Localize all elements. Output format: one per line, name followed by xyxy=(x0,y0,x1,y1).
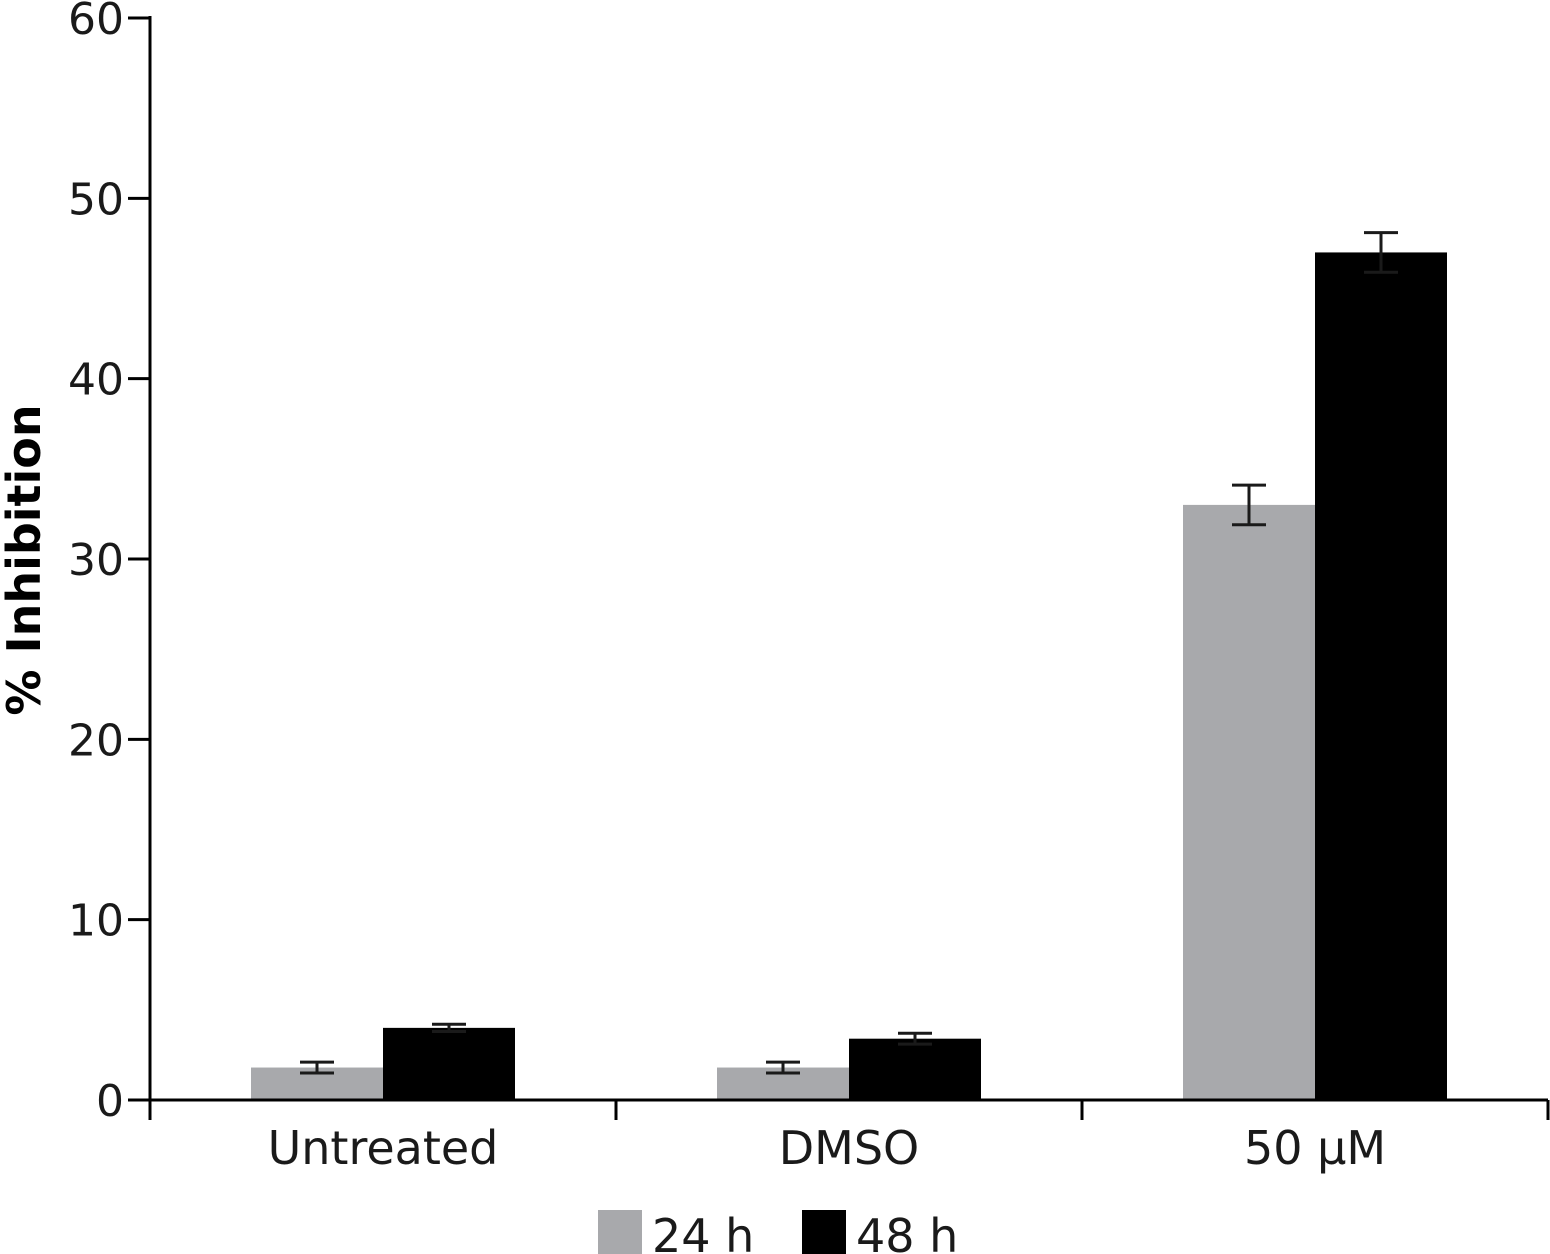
y-tick-label: 50 xyxy=(68,174,124,225)
x-category-label: DMSO xyxy=(779,1121,920,1175)
x-category-label: Untreated xyxy=(268,1121,499,1175)
bar xyxy=(1315,252,1447,1100)
x-category-label: 50 μM xyxy=(1244,1121,1386,1175)
bar xyxy=(1183,504,1315,1100)
axes: 0 10 20 30 40 50 60 Untreated DMSO 50 μM xyxy=(68,0,1550,1175)
y-tick-label: 30 xyxy=(68,535,124,586)
y-axis-title: % Inhibition xyxy=(0,404,51,715)
legend-swatch xyxy=(802,1210,846,1254)
bar xyxy=(383,1027,515,1100)
bar xyxy=(849,1038,981,1100)
legend-label: 48 h xyxy=(856,1209,958,1254)
y-tick-label: 10 xyxy=(68,896,124,947)
legend-swatch xyxy=(598,1210,642,1254)
legend: 24 h 48 h xyxy=(598,1209,958,1254)
y-tick-label: 0 xyxy=(96,1076,124,1127)
y-tick-label: 60 xyxy=(68,0,124,45)
y-tick-label: 20 xyxy=(68,715,124,766)
plot-area xyxy=(251,231,1447,1100)
y-tick-label: 40 xyxy=(68,355,124,406)
legend-label: 24 h xyxy=(652,1209,754,1254)
